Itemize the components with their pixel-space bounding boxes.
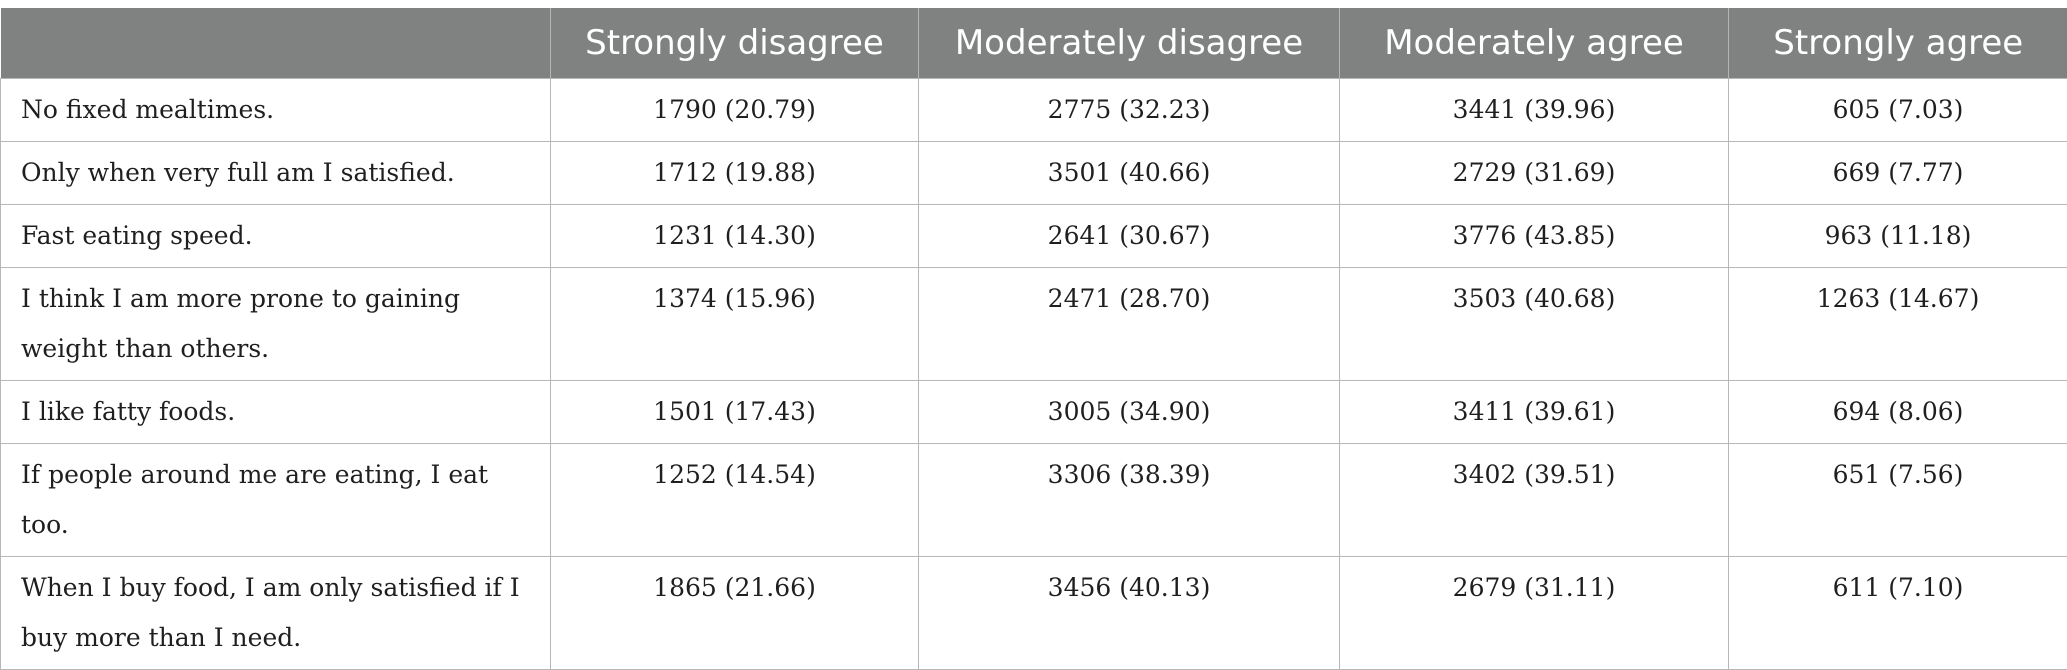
cell-moderately-disagree: 2471 (28.70) — [919, 268, 1340, 381]
cell-strongly-disagree: 1374 (15.96) — [551, 268, 919, 381]
cell-moderately-disagree: 3456 (40.13) — [919, 557, 1340, 670]
cell-strongly-agree: 611 (7.10) — [1729, 557, 2067, 670]
cell-moderately-disagree: 3005 (34.90) — [919, 381, 1340, 444]
cell-moderately-agree: 3503 (40.68) — [1340, 268, 1729, 381]
row-label: When I buy food, I am only satisfied if … — [1, 557, 551, 670]
cell-strongly-agree: 694 (8.06) — [1729, 381, 2067, 444]
cell-strongly-disagree: 1790 (20.79) — [551, 79, 919, 142]
header-cell-statement — [1, 8, 551, 79]
cell-strongly-agree: 1263 (14.67) — [1729, 268, 2067, 381]
cell-moderately-agree: 3441 (39.96) — [1340, 79, 1729, 142]
cell-strongly-disagree: 1865 (21.66) — [551, 557, 919, 670]
data-table-container: Strongly disagree Moderately disagree Mo… — [0, 8, 2067, 670]
cell-moderately-agree: 2729 (31.69) — [1340, 142, 1729, 205]
row-label: Fast eating speed. — [1, 205, 551, 268]
cell-moderately-disagree: 2775 (32.23) — [919, 79, 1340, 142]
cell-strongly-disagree: 1712 (19.88) — [551, 142, 919, 205]
row-label: No fixed mealtimes. — [1, 79, 551, 142]
table-row: When I buy food, I am only satisfied if … — [1, 557, 2067, 670]
cell-strongly-disagree: 1252 (14.54) — [551, 444, 919, 557]
row-label: I think I am more prone to gaining weigh… — [1, 268, 551, 381]
cell-moderately-agree: 2679 (31.11) — [1340, 557, 1729, 670]
cell-moderately-agree: 3402 (39.51) — [1340, 444, 1729, 557]
table-row: Fast eating speed. 1231 (14.30) 2641 (30… — [1, 205, 2067, 268]
table-row: I like fatty foods. 1501 (17.43) 3005 (3… — [1, 381, 2067, 444]
cell-strongly-agree: 605 (7.03) — [1729, 79, 2067, 142]
row-label: If people around me are eating, I eat to… — [1, 444, 551, 557]
row-label: I like fatty foods. — [1, 381, 551, 444]
table-row: No fixed mealtimes. 1790 (20.79) 2775 (3… — [1, 79, 2067, 142]
cell-strongly-agree: 963 (11.18) — [1729, 205, 2067, 268]
header-cell-moderately-disagree: Moderately disagree — [919, 8, 1340, 79]
header-row: Strongly disagree Moderately disagree Mo… — [1, 8, 2067, 79]
cell-moderately-disagree: 3501 (40.66) — [919, 142, 1340, 205]
table-body: No fixed mealtimes. 1790 (20.79) 2775 (3… — [1, 79, 2067, 670]
eating-behavior-table: Strongly disagree Moderately disagree Mo… — [0, 8, 2067, 670]
table-row: Only when very full am I satisfied. 1712… — [1, 142, 2067, 205]
cell-strongly-agree: 669 (7.77) — [1729, 142, 2067, 205]
header-cell-strongly-disagree: Strongly disagree — [551, 8, 919, 79]
table-row: If people around me are eating, I eat to… — [1, 444, 2067, 557]
header-cell-moderately-agree: Moderately agree — [1340, 8, 1729, 79]
cell-moderately-disagree: 3306 (38.39) — [919, 444, 1340, 557]
row-label: Only when very full am I satisfied. — [1, 142, 551, 205]
cell-moderately-agree: 3776 (43.85) — [1340, 205, 1729, 268]
cell-strongly-agree: 651 (7.56) — [1729, 444, 2067, 557]
cell-moderately-disagree: 2641 (30.67) — [919, 205, 1340, 268]
header-cell-strongly-agree: Strongly agree — [1729, 8, 2067, 79]
cell-moderately-agree: 3411 (39.61) — [1340, 381, 1729, 444]
table-row: I think I am more prone to gaining weigh… — [1, 268, 2067, 381]
table-header: Strongly disagree Moderately disagree Mo… — [1, 8, 2067, 79]
cell-strongly-disagree: 1231 (14.30) — [551, 205, 919, 268]
cell-strongly-disagree: 1501 (17.43) — [551, 381, 919, 444]
